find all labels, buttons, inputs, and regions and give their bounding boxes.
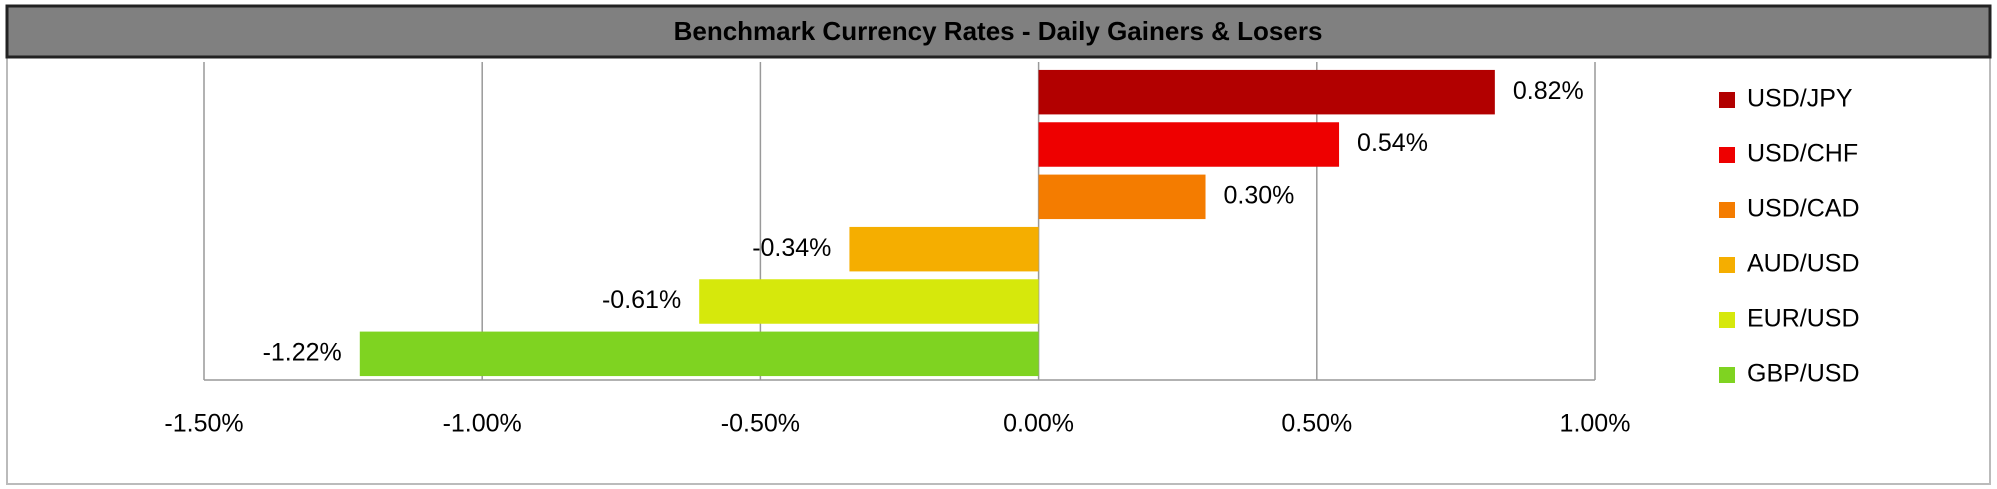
x-tick-label: -0.50%: [721, 410, 800, 438]
value-label: -0.61%: [602, 286, 681, 314]
legend-swatch: [1719, 147, 1735, 163]
legend-swatch: [1719, 367, 1735, 383]
title-bar: [5, 4, 1992, 59]
bar: [1038, 122, 1340, 167]
legend-label: USD/JPY: [1747, 85, 1853, 113]
legend-swatch: [1719, 312, 1735, 328]
x-tick-label: 1.00%: [1560, 410, 1631, 438]
legend-label: AUD/USD: [1747, 250, 1860, 278]
legend-swatch: [1719, 257, 1735, 273]
legend-label: EUR/USD: [1747, 305, 1860, 333]
bar: [1038, 174, 1206, 220]
legend-label: USD/CAD: [1747, 195, 1860, 223]
bar: [1038, 69, 1495, 115]
x-tick-label: -1.50%: [164, 410, 243, 438]
bar: [699, 279, 1039, 324]
bar: [849, 226, 1039, 272]
legend-swatch: [1719, 92, 1735, 108]
legend-label: GBP/USD: [1747, 360, 1860, 388]
x-tick-label: 0.50%: [1281, 410, 1352, 438]
bar: [359, 331, 1039, 377]
value-label: -1.22%: [263, 338, 342, 366]
legend-swatch: [1719, 202, 1735, 218]
x-tick-label: -1.00%: [443, 410, 522, 438]
chart-title: Benchmark Currency Rates - Daily Gainers…: [674, 16, 1323, 46]
value-label: 0.82%: [1513, 77, 1584, 105]
x-tick-label: 0.00%: [1003, 410, 1074, 438]
value-label: -0.34%: [752, 234, 831, 262]
value-label: 0.30%: [1224, 181, 1295, 209]
value-label: 0.54%: [1357, 129, 1428, 157]
legend-label: USD/CHF: [1747, 140, 1858, 168]
